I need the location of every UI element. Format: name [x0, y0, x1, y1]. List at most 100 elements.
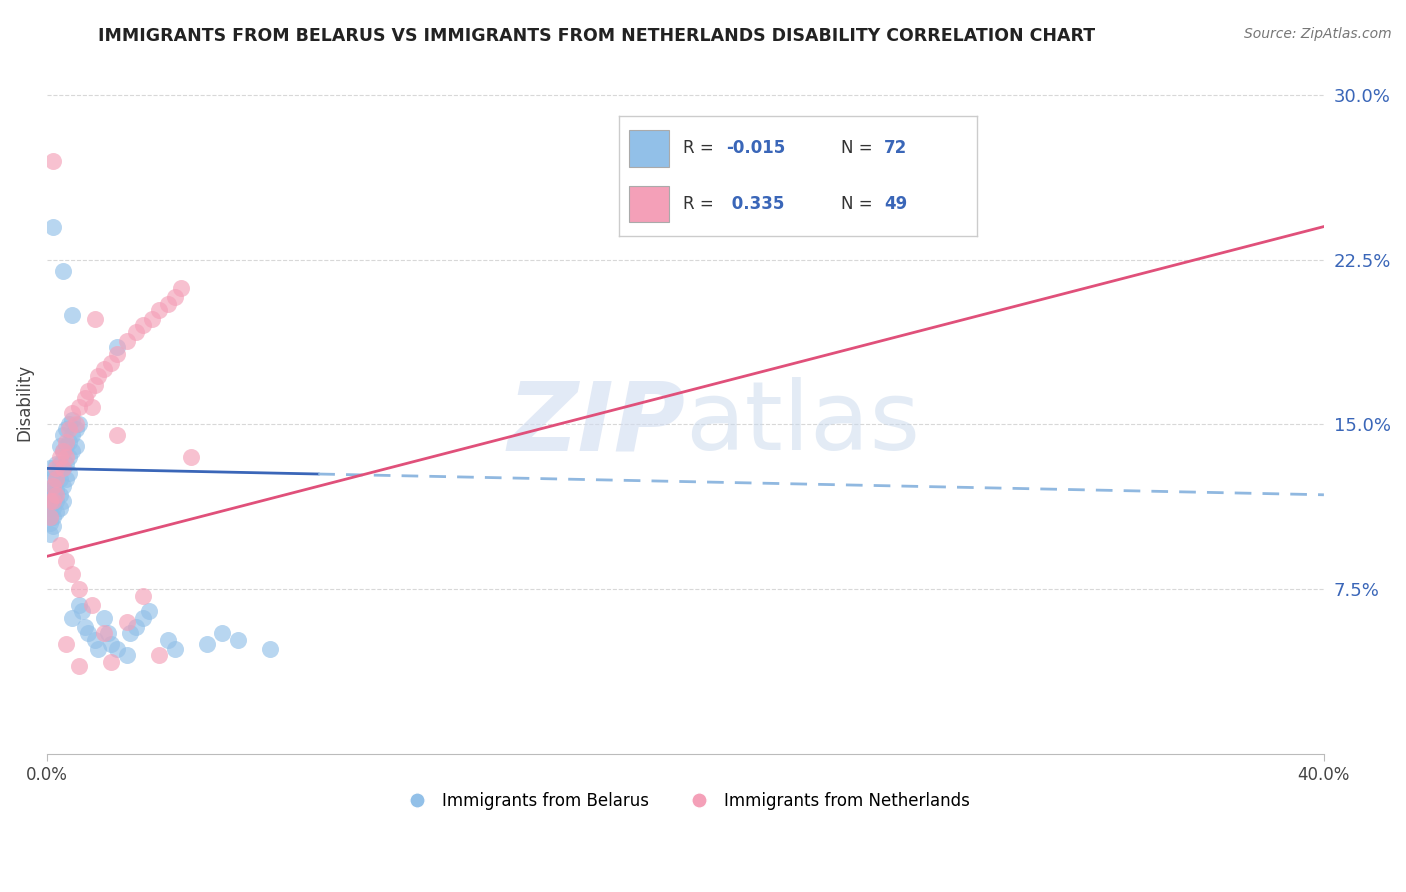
Point — [180, 450, 202, 465]
Point — [39, 527, 62, 541]
Point — [39, 488, 62, 502]
Point — [131, 318, 153, 333]
Point — [42, 479, 65, 493]
Point — [58, 417, 80, 432]
Point — [48, 439, 70, 453]
Point — [62, 406, 84, 420]
Point — [55, 450, 77, 465]
Point — [39, 494, 62, 508]
Point — [163, 641, 186, 656]
Point — [65, 422, 87, 436]
Point — [67, 400, 90, 414]
Point — [42, 494, 65, 508]
Text: 72: 72 — [884, 139, 907, 158]
Point — [67, 659, 90, 673]
Point — [100, 356, 122, 370]
Point — [42, 509, 65, 524]
Point — [48, 500, 70, 515]
Point — [45, 457, 67, 471]
Point — [55, 435, 77, 450]
Point — [83, 632, 105, 647]
Point — [100, 637, 122, 651]
Point — [52, 428, 75, 442]
Point — [67, 598, 90, 612]
FancyBboxPatch shape — [630, 130, 669, 167]
Point — [58, 450, 80, 465]
Point — [52, 443, 75, 458]
Point — [39, 483, 62, 498]
Point — [55, 472, 77, 486]
Point — [87, 641, 110, 656]
Point — [83, 377, 105, 392]
Text: N =: N = — [841, 139, 877, 158]
Point — [52, 494, 75, 508]
Point — [45, 472, 67, 486]
Text: N =: N = — [841, 194, 877, 213]
Point — [39, 516, 62, 531]
Point — [42, 466, 65, 480]
Point — [52, 461, 75, 475]
Text: IMMIGRANTS FROM BELARUS VS IMMIGRANTS FROM NETHERLANDS DISABILITY CORRELATION CH: IMMIGRANTS FROM BELARUS VS IMMIGRANTS FR… — [98, 27, 1095, 45]
Point — [62, 566, 84, 581]
Point — [62, 611, 84, 625]
Point — [115, 648, 138, 663]
Point — [55, 637, 77, 651]
Text: ZIP: ZIP — [508, 377, 685, 470]
Point — [228, 632, 250, 647]
Point — [45, 505, 67, 519]
Point — [105, 641, 128, 656]
Text: R =: R = — [683, 139, 720, 158]
Point — [118, 626, 141, 640]
FancyBboxPatch shape — [630, 186, 669, 222]
Point — [62, 428, 84, 442]
Point — [93, 611, 115, 625]
Point — [62, 443, 84, 458]
Point — [75, 391, 97, 405]
Point — [96, 626, 118, 640]
Point — [48, 472, 70, 486]
Point — [52, 479, 75, 493]
Point — [62, 308, 84, 322]
Point — [70, 604, 93, 618]
Point — [55, 554, 77, 568]
Text: atlas: atlas — [685, 377, 921, 470]
Point — [39, 500, 62, 515]
Point — [115, 615, 138, 630]
Point — [55, 439, 77, 453]
Text: R =: R = — [683, 194, 720, 213]
Point — [45, 483, 67, 498]
Point — [195, 637, 218, 651]
Point — [42, 479, 65, 493]
Point — [55, 457, 77, 471]
Point — [48, 488, 70, 502]
Point — [58, 466, 80, 480]
Point — [45, 461, 67, 475]
Point — [58, 422, 80, 436]
Point — [39, 509, 62, 524]
Point — [65, 417, 87, 432]
Point — [131, 611, 153, 625]
Point — [42, 488, 65, 502]
Point — [39, 461, 62, 475]
Point — [163, 290, 186, 304]
Point — [52, 461, 75, 475]
Point — [65, 439, 87, 453]
Point — [67, 417, 90, 432]
Point — [170, 281, 193, 295]
Point — [83, 312, 105, 326]
Point — [80, 400, 103, 414]
Point — [131, 589, 153, 603]
Point — [93, 626, 115, 640]
Point — [211, 626, 233, 640]
Point — [52, 443, 75, 458]
Text: 0.335: 0.335 — [727, 194, 785, 213]
Point — [141, 312, 163, 326]
Point — [42, 219, 65, 234]
Point — [48, 457, 70, 471]
Point — [45, 472, 67, 486]
Point — [42, 153, 65, 168]
Point — [77, 384, 100, 399]
Text: -0.015: -0.015 — [727, 139, 786, 158]
Point — [138, 604, 160, 618]
Legend: Immigrants from Belarus, Immigrants from Netherlands: Immigrants from Belarus, Immigrants from… — [394, 785, 977, 816]
